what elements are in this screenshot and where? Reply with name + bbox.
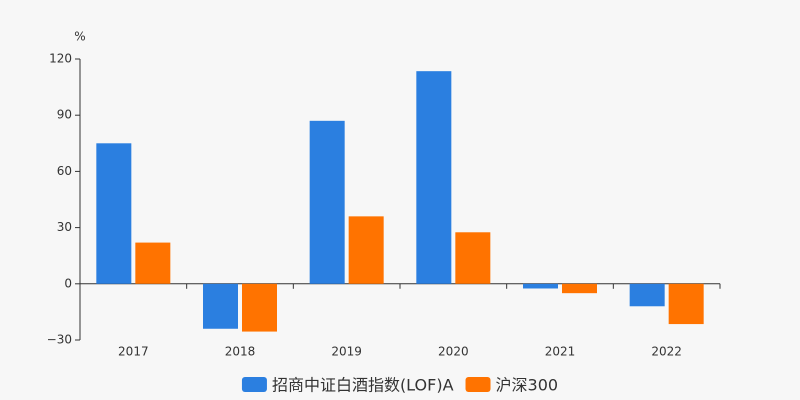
y-tick-label: 90 (57, 108, 72, 122)
x-tick-label: 2018 (225, 345, 256, 359)
bar (135, 242, 171, 284)
bar (203, 283, 238, 329)
y-axis-label: % (74, 30, 85, 44)
x-tick-label: 2022 (651, 345, 682, 359)
legend-label: 招商中证白酒指数(LOF)A (272, 376, 454, 395)
x-tick-label: 2019 (331, 345, 362, 359)
y-tick-label: 60 (57, 164, 72, 178)
bar (416, 71, 452, 284)
x-tick-label: 2020 (438, 345, 469, 359)
y-tick-label: −30 (47, 333, 72, 347)
bar (668, 283, 704, 325)
y-tick-label: 0 (64, 276, 72, 290)
bar (523, 283, 558, 289)
bar (96, 143, 132, 284)
legend: 招商中证白酒指数(LOF)A 沪深300 (241, 376, 559, 395)
legend-label: 沪深300 (496, 376, 559, 395)
y-tick-label: 30 (57, 220, 72, 234)
legend-swatch (241, 377, 267, 392)
x-tick-label: 2017 (118, 345, 149, 359)
x-tick-label: 2021 (545, 345, 576, 359)
bar (562, 283, 597, 294)
bar (629, 283, 665, 307)
y-tick-label: 120 (49, 52, 72, 66)
bar (242, 283, 277, 332)
bar (309, 120, 345, 284)
legend-swatch (465, 377, 491, 392)
bar (455, 232, 491, 284)
bar (348, 216, 384, 284)
